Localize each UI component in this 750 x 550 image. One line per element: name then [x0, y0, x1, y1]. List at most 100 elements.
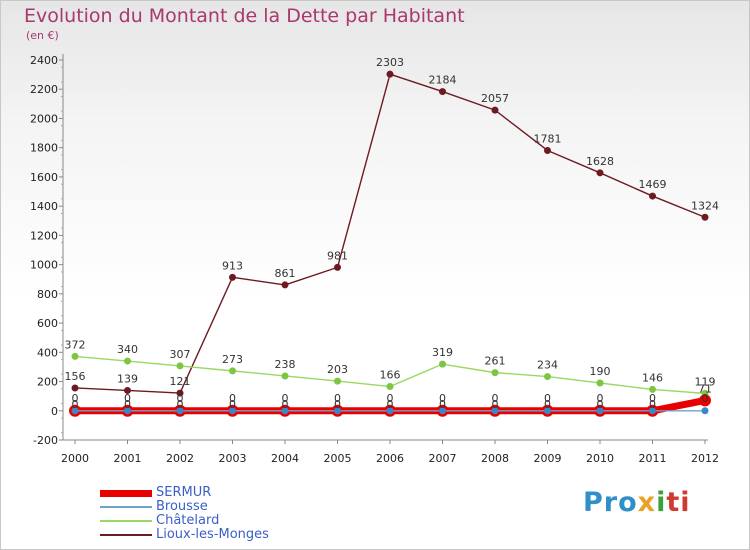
- data-point-brousse: [701, 407, 709, 415]
- data-label-sermur: 0: [229, 398, 236, 411]
- y-tick-label: -200: [33, 434, 58, 447]
- data-label-ch-telard: 372: [65, 338, 86, 351]
- data-point-brousse: [281, 407, 289, 415]
- x-tick-label: 2009: [534, 452, 562, 465]
- data-label-lioux-les-monges: 1324: [691, 199, 719, 212]
- data-label-sermur: 0: [124, 398, 131, 411]
- data-label-brousse: 0: [702, 392, 709, 405]
- data-point-brousse: [334, 407, 341, 415]
- data-point-lioux-les-monges: [281, 281, 289, 289]
- data-label-lioux-les-monges: 2184: [429, 74, 457, 87]
- y-tick-label: 1000: [30, 259, 58, 272]
- data-point-ch-telard: [649, 385, 656, 393]
- data-point-ch-telard: [281, 372, 289, 380]
- data-point-lioux-les-monges: [71, 384, 79, 392]
- data-point-brousse: [544, 407, 551, 415]
- data-label-brousse: 0: [334, 392, 341, 405]
- chart-subtitle: (en €): [26, 29, 59, 42]
- data-label-brousse: 0: [597, 392, 604, 405]
- data-label-lioux-les-monges: 1781: [534, 132, 562, 145]
- data-label-lioux-les-monges: 139: [117, 372, 138, 385]
- data-label-brousse: 0: [124, 392, 131, 405]
- legend-swatch-ch-telard: [100, 520, 152, 522]
- y-tick-label: 2400: [30, 54, 58, 67]
- data-label-sermur: 0: [649, 398, 656, 411]
- data-point-lioux-les-monges: [701, 213, 709, 221]
- data-label-brousse: 0: [649, 392, 656, 405]
- logo-part-x: x: [637, 487, 657, 518]
- legend-swatch-brousse: [100, 506, 152, 508]
- data-label-ch-telard: 307: [170, 348, 191, 361]
- data-point-brousse: [71, 407, 79, 415]
- data-label-brousse: 0: [229, 392, 236, 405]
- data-point-lioux-les-monges: [386, 70, 394, 78]
- data-point-lioux-les-monges: [124, 386, 131, 394]
- x-tick-label: 2001: [114, 452, 142, 465]
- data-point-lioux-les-monges: [491, 106, 499, 114]
- data-label-lioux-les-monges: 1628: [586, 155, 614, 168]
- data-label-brousse: 0: [439, 392, 446, 405]
- x-tick-label: 2010: [586, 452, 614, 465]
- data-label-ch-telard: 166: [380, 369, 401, 382]
- data-label-ch-telard: 190: [590, 365, 611, 378]
- data-point-brousse: [386, 407, 394, 415]
- y-tick-label: 200: [37, 376, 58, 389]
- legend-swatch-lioux-les-monges: [100, 534, 152, 536]
- data-label-sermur: 0: [334, 398, 341, 411]
- data-label-sermur: 0: [544, 398, 551, 411]
- data-point-ch-telard: [491, 369, 499, 377]
- data-point-brousse: [439, 407, 446, 415]
- data-label-brousse: 0: [72, 392, 79, 405]
- data-point-ch-telard: [229, 367, 236, 375]
- data-point-ch-telard: [71, 352, 79, 360]
- series-line-lioux-les-monges: [74, 73, 706, 394]
- data-label-lioux-les-monges: 861: [275, 267, 296, 280]
- data-label-sermur: 0: [177, 398, 184, 411]
- data-label-ch-telard: 273: [222, 353, 243, 366]
- legend-label-lioux-les-monges: Lioux-les-Monges: [156, 527, 269, 542]
- proxiti-logo: Proxiti: [583, 487, 691, 518]
- data-label-ch-telard: 319: [432, 346, 453, 359]
- data-point-lioux-les-monges: [649, 192, 656, 200]
- x-tick-label: 2006: [376, 452, 404, 465]
- data-label-ch-telard: 234: [537, 359, 558, 372]
- data-point-lioux-les-monges: [596, 169, 604, 177]
- data-point-ch-telard: [124, 357, 131, 365]
- y-tick-label: 400: [37, 346, 58, 359]
- legend-label-brousse: Brousse: [156, 499, 208, 514]
- logo-part-i: i: [656, 487, 667, 518]
- y-tick-label: 1800: [30, 142, 58, 155]
- data-point-sermur: [699, 394, 711, 407]
- legend-swatch-sermur: [100, 489, 152, 497]
- data-label-lioux-les-monges: 156: [65, 370, 86, 383]
- data-label-sermur: 71: [698, 382, 712, 395]
- x-tick-label: 2004: [271, 452, 299, 465]
- data-label-brousse: 0: [492, 392, 499, 405]
- data-label-sermur: 0: [282, 398, 289, 411]
- x-tick-label: 2003: [219, 452, 247, 465]
- data-label-ch-telard: 119: [695, 375, 716, 388]
- data-point-ch-telard: [596, 379, 604, 387]
- data-label-ch-telard: 340: [117, 343, 138, 356]
- y-tick-label: 600: [37, 317, 58, 330]
- x-tick-label: 2012: [691, 452, 719, 465]
- logo-part-ti: ti: [666, 487, 691, 518]
- data-label-lioux-les-monges: 2303: [376, 56, 404, 69]
- data-label-lioux-les-monges: 981: [327, 249, 348, 262]
- data-label-sermur: 0: [492, 398, 499, 411]
- data-point-brousse: [649, 407, 656, 415]
- legend-label-ch-telard: Châtelard: [156, 513, 220, 528]
- data-label-lioux-les-monges: 1469: [639, 178, 667, 191]
- data-point-brousse: [229, 407, 236, 415]
- data-label-brousse: 0: [177, 392, 184, 405]
- data-label-ch-telard: 261: [485, 355, 506, 368]
- data-point-lioux-les-monges: [176, 389, 184, 397]
- data-label-ch-telard: 146: [642, 371, 663, 384]
- y-tick-label: 2200: [30, 83, 58, 96]
- data-point-ch-telard: [334, 377, 341, 385]
- data-point-ch-telard: [386, 383, 394, 391]
- y-tick-label: 1200: [30, 229, 58, 242]
- data-label-sermur: 0: [597, 398, 604, 411]
- data-point-ch-telard: [439, 360, 446, 368]
